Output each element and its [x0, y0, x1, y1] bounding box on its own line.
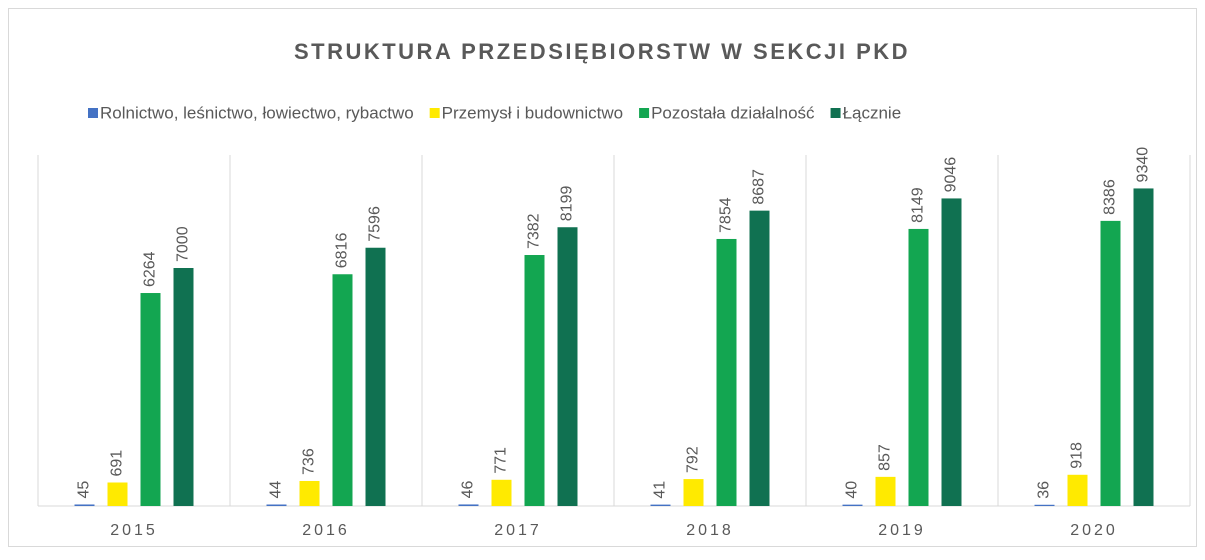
- value-label: 8149: [910, 187, 927, 223]
- legend-label: Pozostała działalność: [651, 103, 815, 122]
- bar: [74, 504, 95, 506]
- bar: [1133, 188, 1154, 506]
- value-label: 41: [652, 481, 669, 499]
- x-tick-label: 2015: [110, 522, 158, 539]
- bar: [1067, 474, 1088, 506]
- value-label: 7000: [175, 226, 192, 262]
- value-label: 918: [1069, 442, 1086, 469]
- value-label: 44: [268, 481, 285, 499]
- legend-swatch: [88, 108, 98, 118]
- legend-label: Przemysł i budownictwo: [442, 103, 623, 122]
- value-label: 857: [877, 444, 894, 471]
- value-label: 771: [493, 447, 510, 474]
- bar: [332, 274, 353, 506]
- value-label: 8386: [1102, 179, 1119, 215]
- legend-label: Rolnictwo, leśnictwo, łowiectwo, rybactw…: [100, 103, 414, 122]
- legend-swatch: [830, 108, 841, 118]
- value-label: 7596: [367, 206, 384, 242]
- bar: [1034, 504, 1055, 506]
- value-label: 792: [685, 446, 702, 473]
- value-label: 8199: [559, 186, 576, 222]
- bar: [650, 504, 671, 506]
- x-tick-label: 2016: [302, 522, 350, 539]
- chart-title: STRUKTURA PRZEDSIĘBIORSTW W SEKCJI PKD: [294, 39, 910, 64]
- bar: [557, 227, 578, 506]
- bar: [875, 476, 896, 506]
- bar: [716, 238, 737, 507]
- legend-swatch: [639, 108, 650, 118]
- bar: [1100, 220, 1121, 506]
- bar: [683, 479, 704, 506]
- bar: [173, 268, 194, 506]
- value-label: 6264: [142, 251, 159, 287]
- value-label: 46: [460, 481, 477, 499]
- legend-label: Łącznie: [843, 103, 902, 122]
- bar: [299, 480, 320, 506]
- value-label: 9046: [943, 157, 960, 193]
- value-label: 36: [1036, 481, 1053, 499]
- bar: [941, 198, 962, 506]
- bar: [749, 210, 770, 506]
- value-label: 691: [109, 450, 126, 477]
- bar: [107, 482, 128, 506]
- bar: [365, 247, 386, 506]
- bar: [842, 504, 863, 506]
- value-label: 6816: [334, 233, 351, 269]
- value-label: 8687: [751, 169, 768, 205]
- legend-swatch: [429, 108, 440, 118]
- value-label: 736: [301, 448, 318, 475]
- x-tick-label: 2018: [686, 522, 734, 539]
- x-tick-label: 2019: [878, 522, 926, 539]
- value-label: 7854: [718, 197, 735, 233]
- value-label: 9340: [1135, 147, 1152, 183]
- bar: [491, 479, 512, 506]
- bar: [524, 255, 545, 506]
- bar: [140, 293, 161, 506]
- value-label: 7382: [526, 213, 543, 249]
- value-label: 45: [76, 481, 93, 499]
- value-label: 40: [844, 481, 861, 499]
- x-tick-label: 2020: [1070, 522, 1118, 539]
- x-tick-label: 2017: [494, 522, 542, 539]
- bar: [266, 504, 287, 506]
- bar: [908, 228, 929, 506]
- bar: [458, 504, 479, 506]
